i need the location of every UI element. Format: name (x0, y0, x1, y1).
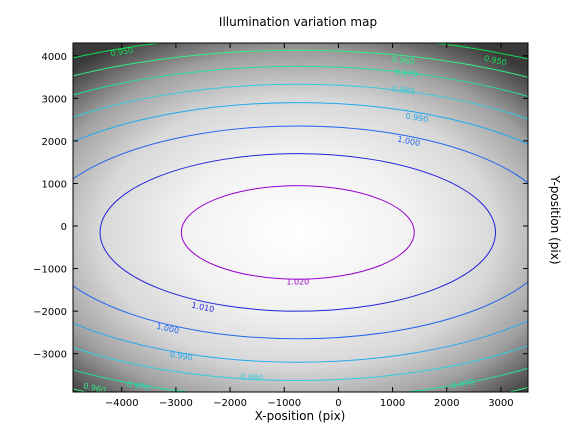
y-tick-label: 1000 (42, 179, 67, 190)
contour-label: 1.020 (286, 277, 309, 286)
contour-label: 1.000 (397, 135, 421, 148)
x-tick-label: 2000 (434, 398, 459, 409)
contour-label-text: 0.950 (110, 46, 134, 59)
y-tick-label: 2000 (42, 137, 67, 148)
x-tick-label: −3000 (159, 398, 193, 409)
contour-label: 0.980 (391, 84, 415, 96)
chart-title: Illumination variation map (219, 15, 377, 29)
contour-label: 0.990 (169, 350, 193, 363)
contour-label-text: 0.950 (483, 54, 507, 67)
contour-label-text: 0.960 (392, 55, 416, 66)
contour-label: 0.960 (82, 381, 106, 395)
contour-label-text: 0.990 (169, 350, 193, 363)
contour-label-text: 0.980 (391, 84, 415, 96)
contour-label: 0.990 (405, 112, 429, 125)
x-tick-label: 1000 (380, 398, 405, 409)
contour-labels: 1.0201.0101.0001.0000.9900.9900.9800.980… (82, 46, 507, 395)
contour-label-text: 1.020 (286, 277, 309, 286)
contour-line-0.970 (73, 65, 528, 392)
x-axis-label: X-position (pix) (255, 409, 346, 423)
contour-lines (73, 43, 528, 392)
y-tick-label: 0 (61, 222, 67, 233)
contour-line-1.020 (180, 185, 415, 280)
x-tick-label: −4000 (105, 398, 139, 409)
x-axis: −4000 −3000 −2000 −1000 0 1000 2000 3000 (105, 43, 514, 409)
contour-label-text: 0.960 (82, 381, 106, 395)
plot-background (73, 43, 528, 392)
contour-label: 0.980 (240, 372, 263, 382)
y-tick-label: 4000 (42, 52, 67, 63)
contour-label-text: 0.990 (405, 112, 429, 125)
contour-label-text: 0.970 (451, 377, 475, 390)
contour-line-0.990 (73, 102, 528, 363)
contour-label: 1.010 (191, 301, 215, 314)
y-axis-label: Y-position (pix) (548, 175, 562, 265)
y-axis: −3000 −2000 −1000 0 1000 2000 3000 4000 (33, 52, 528, 361)
contour-line-0.960 (73, 49, 528, 392)
contour-label-text: 1.010 (191, 301, 215, 314)
x-tick-label: 3000 (488, 398, 513, 409)
contour-label-text: 0.980 (240, 372, 263, 382)
contour-label-text: 1.000 (397, 135, 421, 148)
y-tick-label: −3000 (33, 350, 67, 361)
contour-label: 0.970 (394, 67, 418, 79)
plot-area: 1.0201.0101.0001.0000.9900.9900.9800.980… (72, 42, 529, 395)
x-tick-label: 0 (335, 398, 341, 409)
x-tick-label: −1000 (267, 398, 301, 409)
contour-label: 0.960 (392, 55, 416, 66)
contour-label: 0.950 (110, 46, 134, 59)
plot-frame (72, 42, 529, 393)
contour-line-0.980 (73, 83, 528, 381)
contour-label: 0.950 (483, 54, 507, 67)
y-tick-label: 3000 (42, 94, 67, 105)
contour-label-text: 0.970 (126, 380, 150, 393)
contour-label-text: 0.970 (394, 67, 418, 79)
y-tick-label: −2000 (33, 307, 67, 318)
contour-label: 0.970 (126, 380, 150, 393)
contour-label: 0.970 (451, 377, 475, 390)
x-tick-label: −2000 (213, 398, 247, 409)
y-tick-label: −1000 (33, 265, 67, 276)
contour-line-1.000 (73, 125, 528, 340)
contour-line-1.010 (99, 153, 496, 312)
